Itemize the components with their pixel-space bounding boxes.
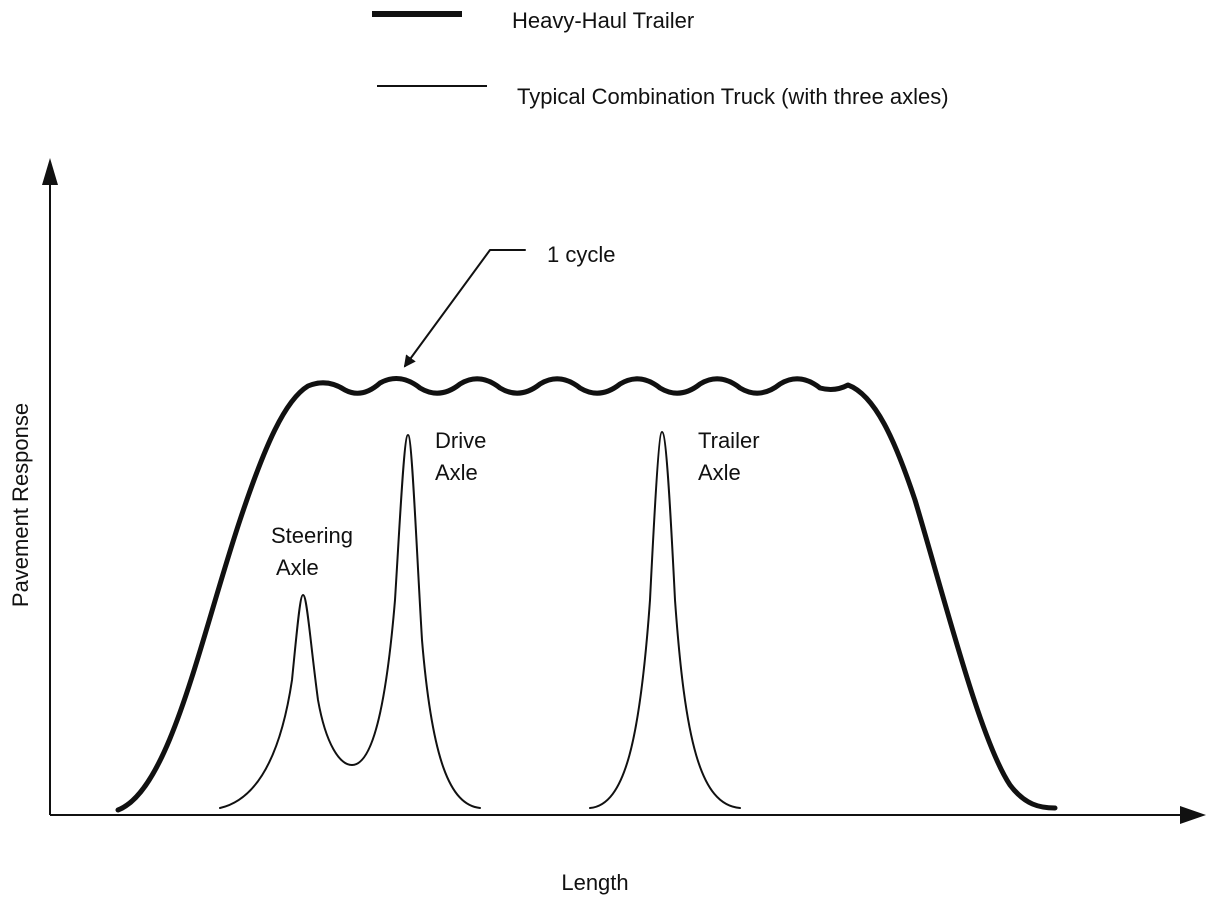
- heavy-haul-curve: [115, 376, 1058, 813]
- annotation: Drive: [435, 428, 486, 453]
- trailer-axle-curve: [589, 431, 741, 809]
- y-axis-label: Pavement Response: [8, 403, 33, 607]
- annotation: Trailer: [698, 428, 760, 453]
- legend-label: Typical Combination Truck (with three ax…: [517, 84, 949, 109]
- x-axis-label: Length: [561, 870, 628, 895]
- annotation: Axle: [435, 460, 478, 485]
- y-axis-arrow: [42, 158, 58, 185]
- annotation: 1 cycle: [547, 242, 615, 267]
- annotation: Axle: [698, 460, 741, 485]
- annotation: Axle: [276, 555, 319, 580]
- x-axis-arrow: [1180, 806, 1206, 824]
- typical-truck-curve: [219, 434, 481, 809]
- cycle-arrow: [403, 249, 526, 368]
- legend-label: Heavy-Haul Trailer: [512, 8, 694, 33]
- annotation: Steering: [271, 523, 353, 548]
